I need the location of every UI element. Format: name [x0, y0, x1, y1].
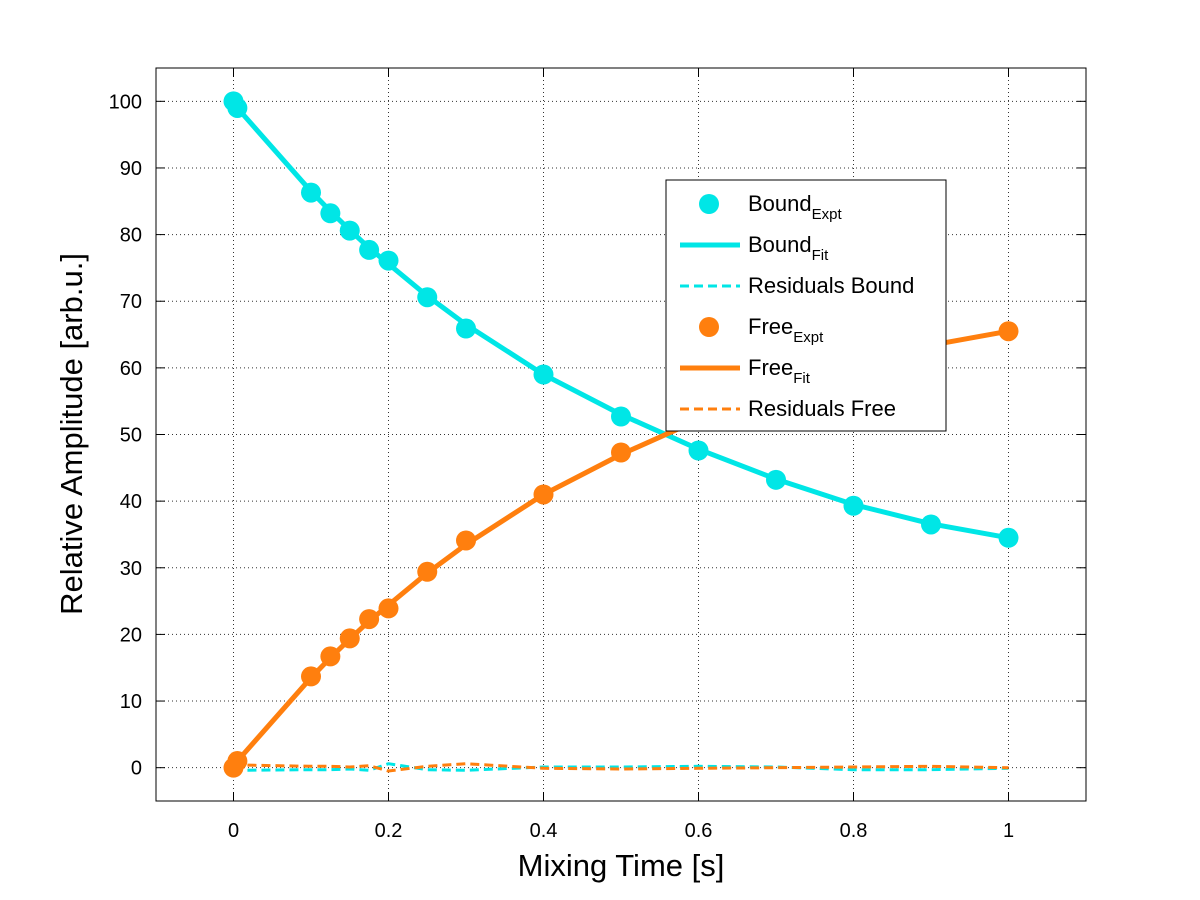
point-free-expt — [339, 628, 360, 649]
y-tick-label: 40 — [120, 491, 142, 513]
point-bound-expt — [611, 406, 631, 427]
point-bound-expt — [339, 220, 360, 241]
point-free-expt — [456, 530, 476, 551]
x-tick-label: 0.2 — [375, 820, 403, 842]
x-tick-label: 0.8 — [840, 820, 868, 842]
point-free-expt — [359, 609, 380, 630]
y-tick-label: 30 — [120, 558, 142, 580]
point-bound-expt — [417, 287, 438, 308]
point-bound-expt — [921, 514, 941, 535]
point-free-expt — [533, 484, 554, 505]
y-axis-label: Relative Amplitude [arb.u.] — [54, 253, 89, 615]
point-bound-expt — [301, 182, 321, 203]
x-tick-label: 0.6 — [685, 820, 713, 842]
y-tick-label: 20 — [120, 624, 142, 646]
point-bound-expt — [998, 527, 1019, 548]
y-tick-label: 90 — [120, 158, 142, 180]
legend-subscript: Expt — [812, 206, 843, 223]
line-residuals-bound — [233, 762, 1009, 773]
grid — [156, 68, 1086, 801]
point-bound-expt — [378, 250, 399, 271]
point-free-expt — [227, 751, 248, 772]
point-bound-expt — [688, 440, 709, 461]
legend-box — [665, 179, 947, 432]
legend-marker-bound-expt — [699, 194, 719, 214]
point-bound-expt — [320, 203, 341, 224]
line-bound-fit — [231, 102, 1009, 541]
point-bound-expt — [456, 318, 476, 339]
point-free-expt — [998, 321, 1019, 342]
y-tick-label: 100 — [109, 91, 142, 113]
legend-subscript: Expt — [793, 329, 824, 346]
y-tick-label: 60 — [120, 358, 142, 380]
x-tick-label: 1 — [1003, 820, 1014, 842]
point-free-expt — [378, 598, 399, 619]
point-bound-expt — [766, 469, 786, 490]
point-bound-expt — [533, 364, 554, 385]
y-tick-label: 0 — [131, 758, 142, 780]
point-free-expt — [611, 442, 631, 463]
y-tick-label: 50 — [120, 425, 142, 447]
y-tick-label: 70 — [120, 291, 142, 313]
legend-subscript: Fit — [793, 370, 810, 387]
point-free-expt — [417, 561, 438, 582]
point-bound-expt — [359, 239, 380, 260]
legend-label-residuals-bound: Residuals Bound — [748, 273, 914, 298]
point-bound-expt — [227, 97, 248, 118]
y-tick-label: 10 — [120, 691, 142, 713]
x-tick-label: 0.4 — [530, 820, 558, 842]
x-axis-label: Mixing Time [s] — [518, 848, 725, 883]
line-residuals-free — [233, 762, 1009, 773]
y-tick-label: 80 — [120, 225, 142, 247]
point-bound-expt — [843, 495, 864, 516]
point-free-expt — [301, 666, 321, 687]
x-tick-label: 0 — [228, 820, 239, 842]
legend-subscript: Fit — [812, 247, 829, 264]
legend-label-residuals-free: Residuals Free — [748, 396, 896, 421]
point-free-expt — [320, 646, 341, 667]
legend-marker-free-expt — [699, 317, 719, 337]
